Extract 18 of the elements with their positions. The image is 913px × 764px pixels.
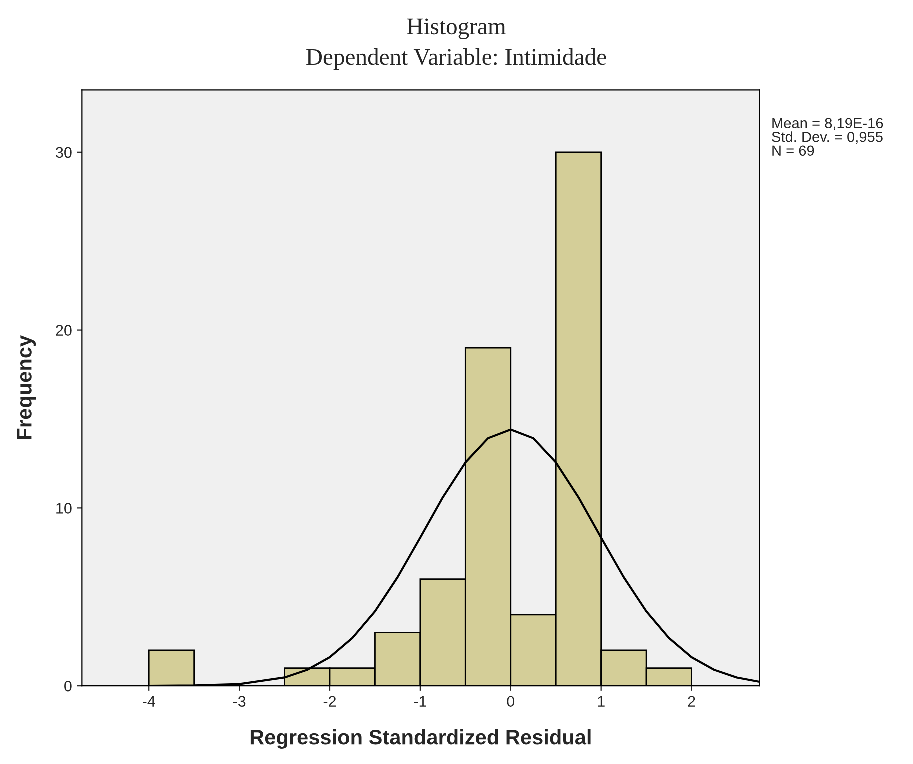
chart-subtitle: Dependent Variable: Intimidade xyxy=(306,48,606,70)
x-tick-label: -4 xyxy=(142,696,156,707)
text: Mean = 8,19E-16 xyxy=(772,118,884,130)
y-tick-label: 10 xyxy=(56,503,72,514)
x-tick-label: 0 xyxy=(507,696,515,708)
x-tick-label: -2 xyxy=(324,696,336,707)
y-tick-label: 0 xyxy=(64,680,72,692)
x-tick-label: -3 xyxy=(233,696,246,708)
chart-title: Histogram xyxy=(407,18,506,40)
y-tick-label: 20 xyxy=(56,325,72,336)
x-tick-label: 1 xyxy=(598,696,605,707)
x-tick-label: 2 xyxy=(688,696,696,707)
x-axis-title: Regression Standardized Residual xyxy=(250,729,591,749)
y-tick-label: 30 xyxy=(56,147,72,158)
y-axis-title: Frequency xyxy=(17,336,36,440)
text: N = 69 xyxy=(772,146,814,156)
x-tick-label: -1 xyxy=(414,696,426,707)
text: Std. Dev. = 0,955 xyxy=(772,132,883,144)
